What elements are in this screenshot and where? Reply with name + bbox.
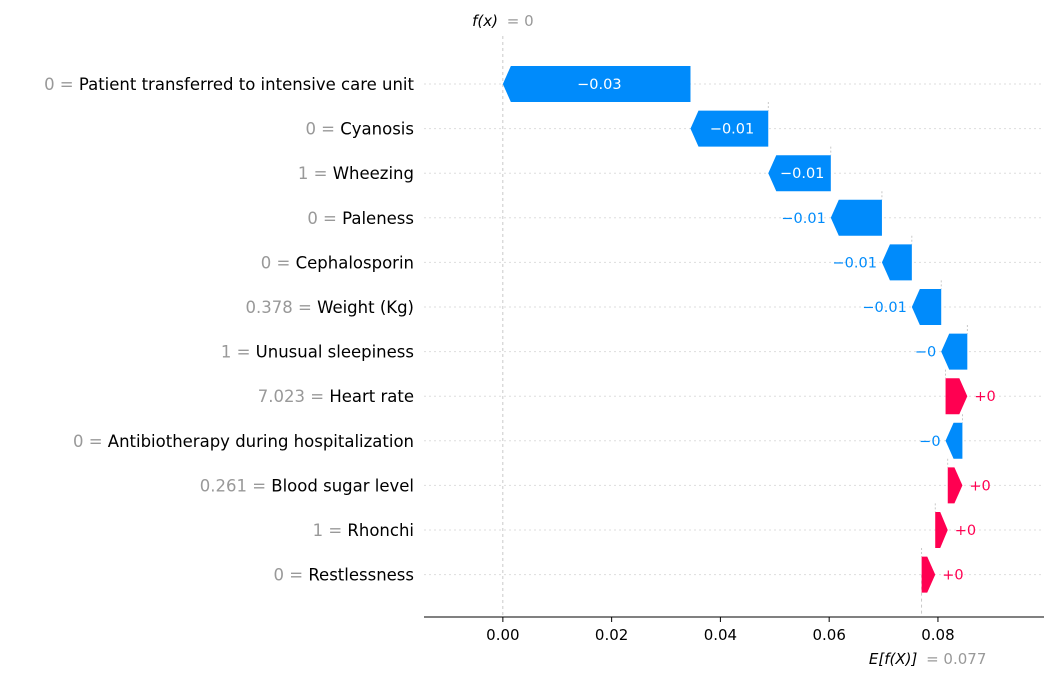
bar-value-label: −0 <box>919 434 940 450</box>
bar-value-label: −0.01 <box>832 255 876 271</box>
bar-value-label: −0.01 <box>862 300 906 316</box>
feature-label: 0 = Cyanosis <box>305 120 414 139</box>
bar-value-label: +0 <box>974 389 995 405</box>
x-tick-label: 0.02 <box>595 626 628 644</box>
bar-value-label: −0.01 <box>710 122 754 138</box>
x-tick-label: 0.06 <box>812 626 845 644</box>
feature-labels: 0 = Patient transferred to intensive car… <box>44 75 414 585</box>
bar-value-label: +0 <box>955 523 976 539</box>
feature-name: Cephalosporin <box>296 253 414 272</box>
bar-value-label: +0 <box>942 568 963 584</box>
feature-name: Antibiotherapy during hospitalization <box>108 432 414 451</box>
contribution-bar <box>690 110 769 147</box>
output-value-label: f(x) = 0 <box>472 12 534 30</box>
feature-name: Blood sugar level <box>271 476 414 495</box>
feature-name: Restlessness <box>308 566 414 585</box>
feature-value: 1 = <box>313 521 348 540</box>
feature-name: Heart rate <box>329 387 414 406</box>
contribution-bar <box>941 333 968 370</box>
feature-label: 1 = Rhonchi <box>313 521 414 540</box>
feature-label: 0 = Antibiotherapy during hospitalizatio… <box>73 432 414 451</box>
base-label-text: E[f(X)] <box>869 650 918 668</box>
bar-value-label: +0 <box>969 478 990 494</box>
contribution-bar <box>881 244 912 281</box>
feature-label: 0 = Restlessness <box>274 566 415 585</box>
bar-value-label: −0 <box>915 345 936 361</box>
feature-value: 1 = <box>221 343 256 362</box>
contribution-bar <box>502 66 691 102</box>
bars-layer: −0.03 −0.01 −0.01 −0.01 −0.01 −0.01 −0 +0 −0 +0 +0… <box>502 66 996 593</box>
x-tick-label: 0.04 <box>704 626 737 644</box>
feature-value: 0 = <box>73 432 108 451</box>
feature-label: 1 = Unusual sleepiness <box>221 343 414 362</box>
feature-value: 0 = <box>274 566 309 585</box>
feature-label: 1 = Wheezing <box>298 164 414 183</box>
feature-value: 0 = <box>307 209 342 228</box>
x-tick-label: 0.00 <box>486 626 519 644</box>
base-value-label: E[f(X)] = 0.077 <box>869 650 987 668</box>
contribution-bar <box>945 422 963 459</box>
feature-name: Paleness <box>342 209 414 228</box>
feature-label: 0 = Paleness <box>307 209 414 228</box>
output-label-text: f(x) <box>472 12 498 30</box>
bar-value-label: −0.03 <box>577 77 621 93</box>
base-value-text: = 0.077 <box>926 650 986 668</box>
feature-value: 0 = <box>305 120 340 139</box>
bar-value-label: −0.01 <box>781 211 825 227</box>
feature-value: 1 = <box>298 164 333 183</box>
contribution-bar <box>768 155 831 192</box>
feature-label: 0 = Cephalosporin <box>261 253 414 272</box>
contribution-bar <box>935 512 948 548</box>
feature-name: Wheezing <box>333 164 414 183</box>
contribution-bar <box>830 199 882 236</box>
feature-name: Rhonchi <box>347 521 414 540</box>
x-axis: 0.00 0.02 0.04 0.06 0.08 <box>424 616 1044 644</box>
feature-name: Unusual sleepiness <box>256 343 414 362</box>
contribution-bar <box>947 467 963 504</box>
feature-value: 0 = <box>261 253 296 272</box>
feature-label: 0 = Patient transferred to intensive car… <box>44 75 414 94</box>
feature-value: 0.378 = <box>246 298 318 317</box>
feature-name: Patient transferred to intensive care un… <box>79 75 415 94</box>
feature-value: 7.023 = <box>258 387 330 406</box>
bar-value-label: −0.01 <box>780 166 824 182</box>
feature-name: Cyanosis <box>340 120 414 139</box>
contribution-bar <box>945 378 968 415</box>
feature-name: Weight (Kg) <box>317 298 414 317</box>
feature-label: 0.378 = Weight (Kg) <box>246 298 414 317</box>
contribution-bar <box>911 289 942 325</box>
feature-label: 7.023 = Heart rate <box>258 387 414 406</box>
feature-value: 0.261 = <box>200 476 272 495</box>
feature-value: 0 = <box>44 75 79 94</box>
x-tick-label: 0.08 <box>921 626 954 644</box>
feature-label: 0.261 = Blood sugar level <box>200 476 414 495</box>
contribution-bar <box>921 556 936 593</box>
grid-layer <box>424 83 1044 576</box>
output-value-text: = 0 <box>507 12 534 30</box>
